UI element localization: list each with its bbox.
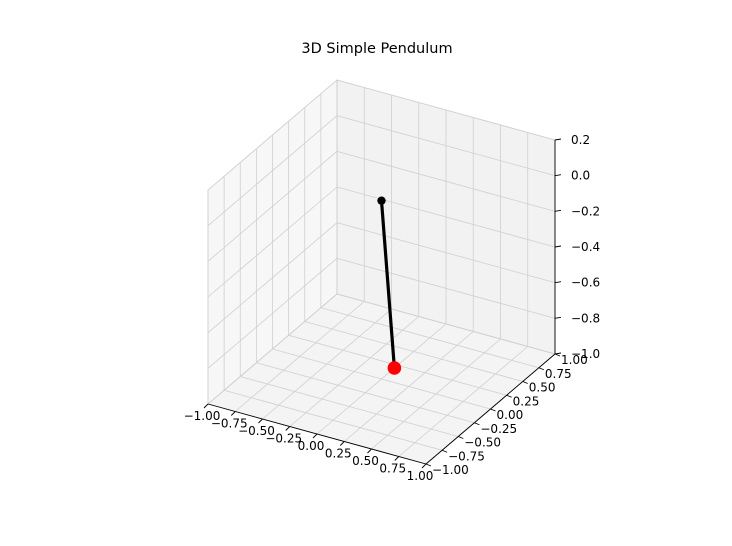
z-tick-mark — [554, 174, 562, 177]
x-tick-label: −0.25 — [265, 432, 302, 446]
z-tick-mark — [554, 245, 562, 248]
y-tick-mark — [522, 381, 528, 384]
y-tick-mark — [458, 436, 464, 439]
x-tick-mark — [421, 463, 427, 469]
z-tick-mark — [554, 352, 562, 355]
x-tick-label: 0.50 — [352, 454, 379, 468]
x-tick-mark — [230, 411, 236, 416]
pendulum-bob — [387, 361, 402, 375]
x-tick-label: 0.00 — [298, 439, 325, 453]
z-tick-label: 0.2 — [571, 133, 590, 147]
x-tick-label: −0.75 — [211, 417, 248, 431]
y-tick-label: 1.00 — [561, 353, 588, 367]
z-tick-label: −1.0 — [571, 347, 600, 361]
z-tick-label: −0.6 — [571, 276, 600, 290]
y-tick-label: −0.25 — [480, 422, 517, 436]
grid-line — [304, 321, 523, 382]
x-tick-mark — [367, 448, 372, 454]
x-tick-mark — [312, 433, 318, 439]
y-axis-ticks: −1.00−0.75−0.50−0.250.000.250.500.751.00 — [425, 353, 588, 477]
grid-line — [336, 150, 556, 212]
axes-panes — [207, 79, 556, 465]
grid-line — [224, 389, 443, 451]
y-tick-label: −0.50 — [464, 436, 501, 450]
grid-line — [336, 186, 556, 248]
y-tick-mark — [425, 463, 432, 467]
x-tick-mark — [203, 403, 209, 409]
grid-line — [207, 293, 338, 405]
z-tick-label: −0.4 — [571, 240, 600, 254]
z-tick-label: −0.8 — [571, 311, 600, 325]
pendulum-pivot — [377, 196, 386, 205]
x-tick-label: 0.75 — [379, 462, 406, 476]
z-tick-label: −0.2 — [571, 204, 600, 218]
y-tick-mark — [538, 367, 545, 371]
x-tick-mark — [285, 426, 291, 431]
grid-line — [336, 257, 556, 319]
x-tick-label: 0.25 — [325, 447, 352, 461]
x-tick-label: −1.00 — [184, 409, 221, 423]
grid-line — [207, 151, 338, 262]
x-tick-mark — [339, 441, 345, 446]
pendulum-marks — [377, 196, 402, 375]
grid-line — [336, 222, 556, 284]
x-tick-label: 1.00 — [407, 469, 434, 483]
grid-line — [336, 79, 556, 141]
chart-title: 3D Simple Pendulum — [301, 41, 452, 57]
z-tick-mark — [554, 138, 562, 141]
z-tick-mark — [554, 209, 562, 212]
x-tick-mark — [394, 456, 400, 461]
x-axis-ticks: −1.00−0.75−0.50−0.250.000.250.500.751.00 — [184, 403, 434, 483]
grid-line — [272, 348, 491, 410]
pendulum-rod — [379, 199, 396, 370]
y-tick-label: 0.50 — [529, 381, 556, 395]
grid-line — [320, 307, 539, 369]
grid-line — [207, 186, 338, 298]
y-tick-label: 0.25 — [513, 394, 540, 408]
grid-line — [336, 293, 556, 355]
y-tick-mark — [490, 408, 496, 412]
y-tick-mark — [554, 353, 561, 357]
x-tick-mark — [258, 418, 263, 424]
grid-line — [336, 115, 556, 177]
grid-line — [207, 79, 338, 191]
y-tick-label: 0.75 — [545, 367, 572, 381]
grid-line — [240, 376, 459, 437]
grid-line — [256, 362, 475, 424]
x-tick-label: −0.50 — [238, 424, 275, 438]
y-tick-mark — [506, 394, 512, 398]
grid-line — [207, 222, 338, 333]
z-tick-label: 0.0 — [571, 169, 590, 183]
z-tick-mark — [554, 316, 562, 319]
grid-line — [207, 115, 338, 226]
y-tick-label: −0.75 — [448, 449, 485, 463]
y-tick-mark — [441, 449, 448, 453]
y-tick-label: 0.00 — [497, 408, 524, 422]
y-tick-mark — [474, 422, 480, 426]
z-tick-mark — [554, 281, 562, 284]
grid-line — [207, 258, 338, 369]
z-axis-ticks: −1.0 −0.8 −0.6 −0.4 −0.2 0.0 0.2 — [554, 133, 600, 361]
y-tick-label: −1.00 — [432, 463, 469, 477]
